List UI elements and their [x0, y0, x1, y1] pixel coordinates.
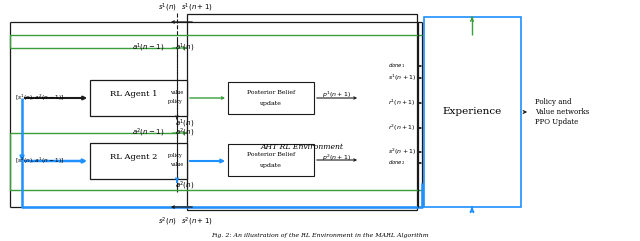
Text: $a^1(n-1)$: $a^1(n-1)$ — [132, 42, 164, 54]
Text: $s^1(n+1)$: $s^1(n+1)$ — [181, 2, 213, 14]
Text: RL Agent 2: RL Agent 2 — [110, 153, 157, 161]
Text: policy: policy — [168, 154, 183, 159]
Text: $a^2(n-1)$: $a^2(n-1)$ — [132, 127, 164, 139]
Bar — [187, 14, 417, 210]
Text: $s^1(n)$: $s^1(n)$ — [157, 2, 176, 14]
Text: $p^1(n+1)$: $p^1(n+1)$ — [323, 90, 351, 100]
Text: $a^1(n)$: $a^1(n)$ — [175, 118, 195, 130]
Text: $s^2(n+1)$: $s^2(n+1)$ — [388, 147, 417, 157]
Bar — [90, 80, 187, 116]
Bar — [90, 143, 187, 179]
Text: $[s^1(n),a^2(n-1)]$: $[s^1(n),a^2(n-1)]$ — [15, 93, 65, 103]
Text: $done_1$: $done_1$ — [388, 61, 405, 70]
Bar — [424, 17, 521, 207]
Text: PPO Update: PPO Update — [535, 118, 579, 126]
Bar — [228, 82, 314, 114]
Text: Value networks: Value networks — [535, 108, 589, 116]
Text: $r^1(n+1)$: $r^1(n+1)$ — [388, 98, 416, 108]
Text: $a^2(n)$: $a^2(n)$ — [175, 180, 195, 192]
Text: value: value — [170, 162, 183, 167]
Text: $p^2(n+1)$: $p^2(n+1)$ — [323, 153, 351, 163]
Text: $done_2$: $done_2$ — [388, 159, 405, 167]
Text: value: value — [170, 91, 183, 95]
Text: policy: policy — [168, 100, 183, 105]
Text: $[s^2(n),a^1(n-1)]$: $[s^2(n),a^1(n-1)]$ — [15, 156, 65, 166]
Text: $s^2(n)$: $s^2(n)$ — [157, 216, 176, 228]
Text: Posterior Belief: Posterior Belief — [247, 91, 295, 95]
Text: Policy and: Policy and — [535, 98, 572, 106]
Text: $a^1(n)$: $a^1(n)$ — [175, 42, 195, 54]
Text: Experience: Experience — [443, 107, 502, 116]
Text: $s^2(n+1)$: $s^2(n+1)$ — [181, 216, 213, 228]
Text: $a^2(n)$: $a^2(n)$ — [175, 127, 195, 139]
Bar — [228, 144, 314, 176]
Text: $r^2(n+1)$: $r^2(n+1)$ — [388, 123, 416, 133]
Text: Posterior Belief: Posterior Belief — [247, 153, 295, 158]
Text: update: update — [260, 100, 282, 106]
Text: RL Agent 1: RL Agent 1 — [109, 90, 157, 98]
Text: Fig. 2: An illustration of the RL Environment in the MARL Algorithm: Fig. 2: An illustration of the RL Enviro… — [211, 233, 429, 237]
Text: AHT RL Environment: AHT RL Environment — [260, 143, 344, 151]
Text: update: update — [260, 162, 282, 167]
Text: $s^1(n+1)$: $s^1(n+1)$ — [388, 73, 417, 83]
